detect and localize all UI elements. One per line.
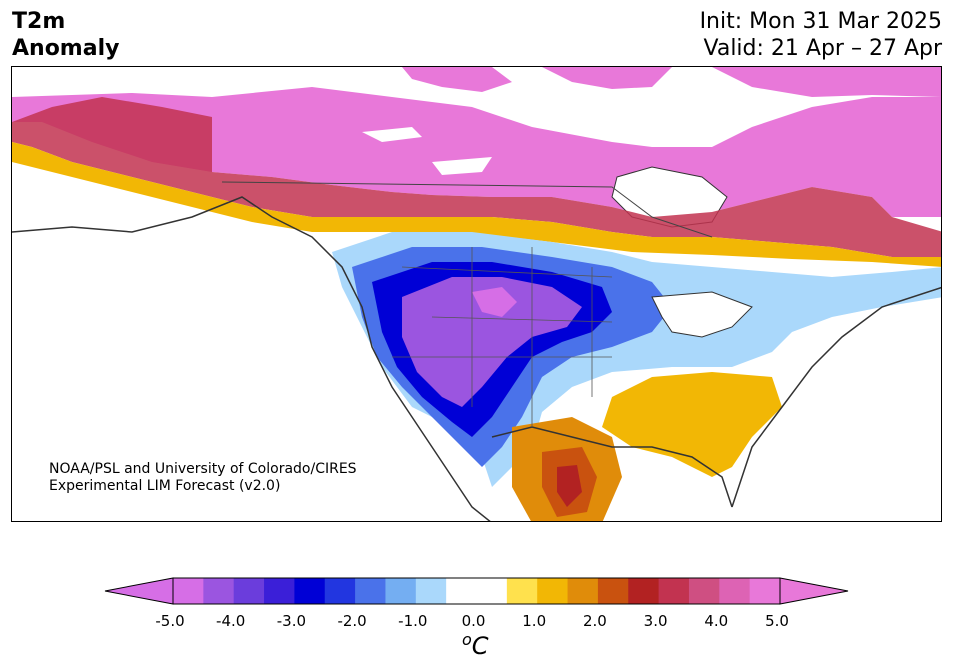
great-lakes [651,291,753,338]
colorbar-segment [233,578,265,604]
colorbar-outline [172,577,781,605]
map-canvas [12,67,941,521]
colorbar-tick-label: -4.0 [216,612,246,630]
init-date: Init: Mon 31 Mar 2025 [699,9,942,34]
colorbar-segment [719,578,751,604]
colorbar-segment [294,578,326,604]
colorbar-tick-label: 4.0 [704,612,729,630]
colorbar-ticks: -5.0 -4.0 -3.0 -2.0 -1.0 0.0 1.0 2.0 3.0 4.0 5.0 [0,612,954,632]
colorbar-segment [688,578,720,604]
colorbar [104,577,849,605]
colorbar-segment [567,578,599,604]
colorbar-segment [385,578,417,604]
colorbar-tick-label: -5.0 [155,612,185,630]
coastline-west [12,196,491,521]
colorbar-tick-label: 0.0 [461,612,486,630]
colorbar-segment [264,578,295,604]
colorbar-tick-label: 5.0 [765,612,789,630]
colorbar-segment [415,578,447,604]
cold-anomaly-core [402,277,582,407]
cold-anomaly-peak [472,287,517,317]
state-borders [392,247,613,427]
colorbar-segment [749,578,781,604]
colorbar-tick-label: 3.0 [643,612,668,630]
colorbar-extend-low [104,577,174,605]
colorbar-extend-high [779,577,849,605]
colorbar-segment [476,578,508,604]
orange-band [12,142,941,267]
credit-text: NOAA/PSL and University of Colorado/CIRE… [49,461,357,495]
anomaly-map [11,66,942,522]
colorbar-segment [537,578,569,604]
colorbar-tick-label: 2.0 [582,612,607,630]
arctic-islands [402,67,941,97]
credit-line-2: Experimental LIM Forecast (v2.0) [49,478,281,494]
colorbar-segment [173,578,204,604]
us-canada-border [221,181,713,238]
colorbar-tick-label: 1.0 [522,612,547,630]
variable-subtitle: Anomaly [12,36,120,61]
unit-letter: C [471,632,489,660]
colorbar-segment [658,578,690,604]
map-title: T2m Anomaly [12,8,119,62]
colorbar-tick-label: -2.0 [337,612,367,630]
colorbar-unit: oC [462,630,489,660]
variable-name: T2m [12,9,66,34]
coastline-east [731,286,941,508]
colorbar-segment [506,578,538,604]
unit-degree: o [462,630,472,649]
colorbar-segment [203,578,235,604]
colorbar-tick-label: -1.0 [398,612,428,630]
warm-anomaly-southeast [602,372,782,477]
arctic-ice [362,127,492,175]
valid-range: Valid: 21 Apr – 27 Apr [703,36,943,61]
colorbar-segment [628,578,660,604]
warm-anomaly-mexico-peak [557,465,582,507]
colorbar-tick-label: -3.0 [276,612,307,630]
coastline-gulf [491,426,733,508]
colorbar-segment [355,578,386,604]
colorbar-segment [324,578,356,604]
forecast-dates: Init: Mon 31 Mar 2025 Valid: 21 Apr – 27… [700,8,942,62]
colorbar-segment [597,578,629,604]
credit-line-1: NOAA/PSL and University of Colorado/CIRE… [49,461,357,477]
warm-band [12,97,941,257]
colorbar-segment [446,578,477,604]
